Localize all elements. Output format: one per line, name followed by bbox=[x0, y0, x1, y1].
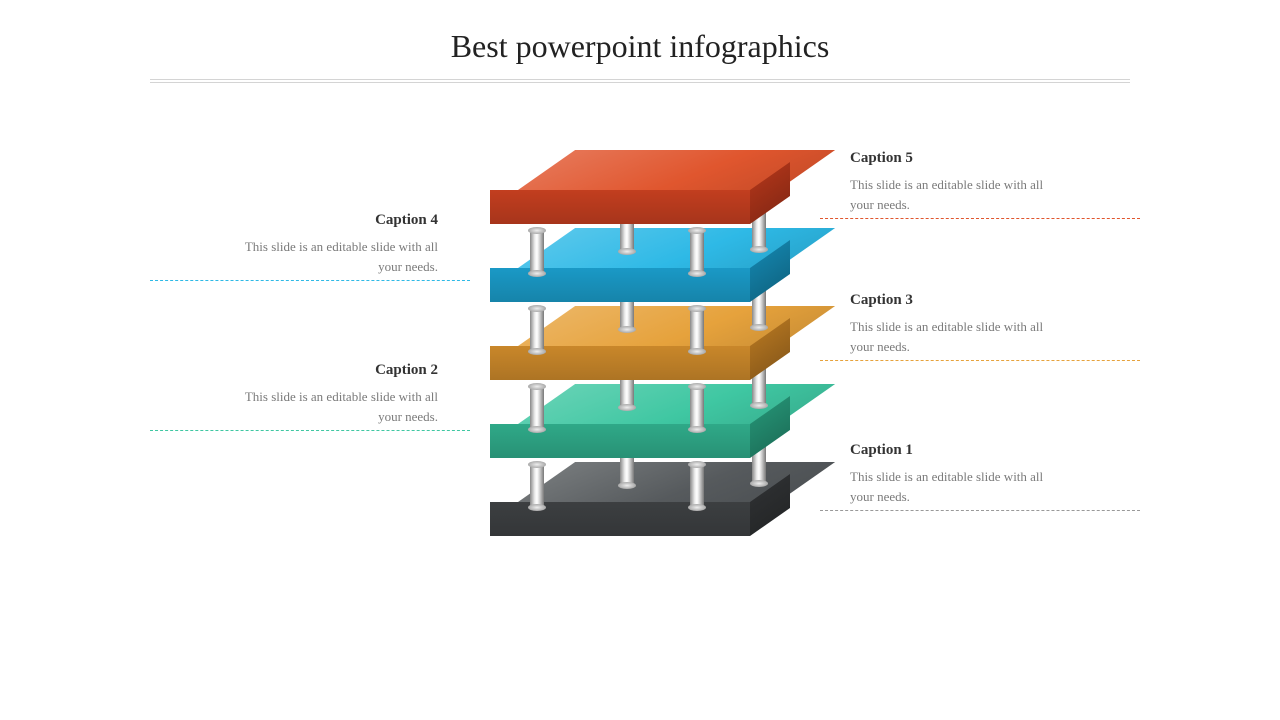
caption-body: This slide is an editable slide with all… bbox=[218, 387, 438, 426]
caption-title: Caption 4 bbox=[218, 212, 438, 229]
pillar bbox=[530, 464, 544, 508]
pillar bbox=[530, 308, 544, 352]
pillar bbox=[530, 386, 544, 430]
layer-stack bbox=[490, 150, 790, 610]
caption-3: Caption 3 This slide is an editable slide… bbox=[850, 292, 1070, 356]
caption-1: Caption 1 This slide is an editable slide… bbox=[850, 442, 1070, 506]
caption-3-divider bbox=[820, 360, 1140, 361]
pillar bbox=[690, 464, 704, 508]
caption-body: This slide is an editable slide with all… bbox=[850, 317, 1070, 356]
pillar bbox=[690, 308, 704, 352]
caption-5: Caption 5 This slide is an editable slide… bbox=[850, 150, 1070, 214]
caption-title: Caption 5 bbox=[850, 150, 1070, 167]
caption-5-divider bbox=[820, 218, 1140, 219]
pillar bbox=[690, 386, 704, 430]
caption-body: This slide is an editable slide with all… bbox=[850, 467, 1070, 506]
caption-body: This slide is an editable slide with all… bbox=[850, 175, 1070, 214]
caption-2: Caption 2 This slide is an editable slide… bbox=[218, 362, 438, 426]
caption-2-divider bbox=[150, 430, 470, 431]
caption-4-divider bbox=[150, 280, 470, 281]
caption-title: Caption 1 bbox=[850, 442, 1070, 459]
caption-title: Caption 2 bbox=[218, 362, 438, 379]
pillar bbox=[690, 230, 704, 274]
caption-4: Caption 4 This slide is an editable slide… bbox=[218, 212, 438, 276]
caption-body: This slide is an editable slide with all… bbox=[218, 237, 438, 276]
caption-title: Caption 3 bbox=[850, 292, 1070, 309]
caption-1-divider bbox=[820, 510, 1140, 511]
slide-stage: Caption 4 This slide is an editable slide… bbox=[0, 0, 1280, 720]
pillar bbox=[530, 230, 544, 274]
slab-5 bbox=[490, 150, 750, 230]
